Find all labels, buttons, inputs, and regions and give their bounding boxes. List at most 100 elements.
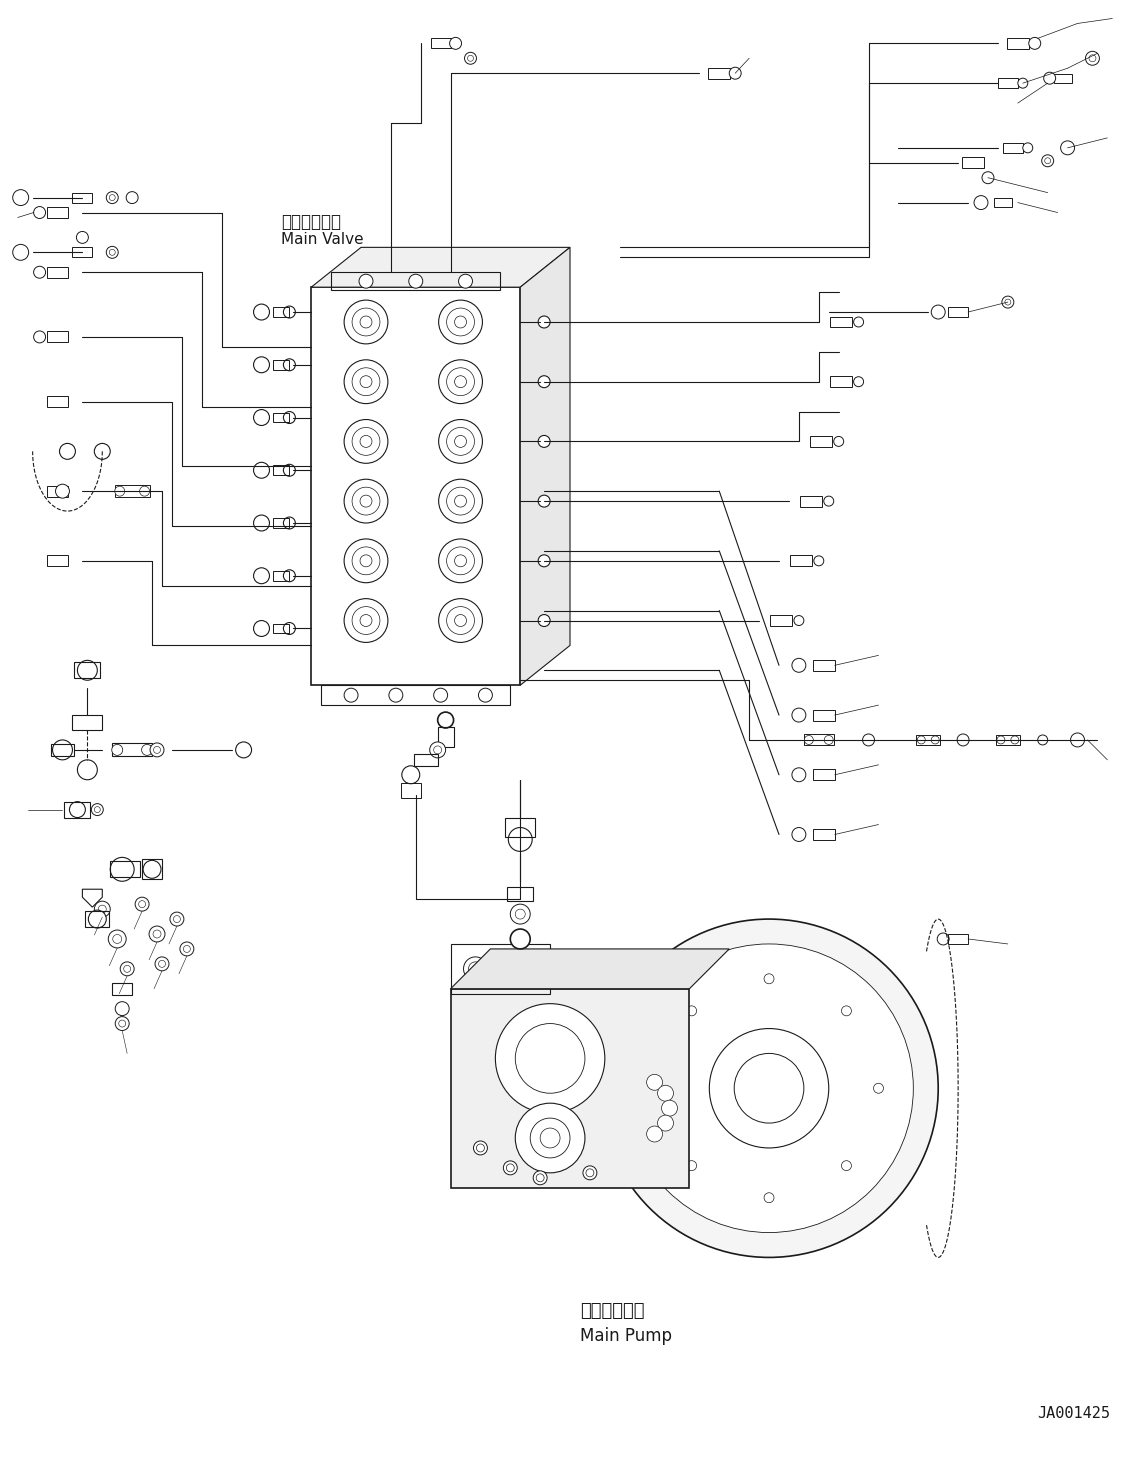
Circle shape: [95, 444, 110, 460]
Circle shape: [538, 435, 550, 448]
Circle shape: [515, 909, 526, 919]
Circle shape: [510, 929, 530, 948]
Bar: [770, 616, 792, 626]
Circle shape: [143, 861, 161, 878]
Circle shape: [449, 38, 462, 50]
Polygon shape: [450, 948, 729, 989]
Circle shape: [174, 916, 181, 922]
Circle shape: [538, 317, 550, 328]
Circle shape: [467, 55, 473, 61]
Bar: [50, 744, 74, 756]
Circle shape: [352, 427, 379, 455]
Bar: [507, 887, 533, 902]
Circle shape: [997, 735, 1005, 744]
Circle shape: [433, 689, 448, 702]
Circle shape: [149, 926, 165, 943]
Circle shape: [503, 957, 527, 980]
Circle shape: [1071, 732, 1085, 747]
Bar: [273, 518, 289, 528]
Circle shape: [153, 747, 160, 753]
Circle shape: [1017, 79, 1028, 88]
Bar: [994, 198, 1012, 207]
Circle shape: [530, 1118, 570, 1158]
Circle shape: [687, 1005, 696, 1015]
Bar: [321, 686, 510, 705]
Circle shape: [110, 858, 134, 881]
Circle shape: [455, 554, 466, 566]
Bar: [273, 306, 289, 317]
Circle shape: [510, 905, 530, 924]
Bar: [813, 829, 834, 840]
Circle shape: [283, 623, 295, 635]
Circle shape: [344, 420, 387, 464]
Circle shape: [982, 172, 994, 184]
Circle shape: [957, 734, 969, 746]
Circle shape: [114, 486, 125, 496]
Circle shape: [344, 538, 387, 582]
Bar: [949, 306, 968, 317]
Bar: [830, 317, 852, 327]
Circle shape: [932, 305, 945, 320]
Circle shape: [183, 945, 191, 953]
Circle shape: [254, 568, 270, 584]
Circle shape: [115, 1002, 129, 1015]
Circle shape: [932, 735, 940, 744]
Circle shape: [734, 1053, 804, 1123]
Circle shape: [142, 744, 152, 756]
Circle shape: [439, 479, 482, 522]
Circle shape: [409, 274, 423, 289]
Circle shape: [344, 360, 387, 404]
Circle shape: [841, 1005, 852, 1015]
Circle shape: [447, 487, 474, 515]
Bar: [74, 662, 101, 678]
Circle shape: [515, 1103, 585, 1173]
Circle shape: [439, 360, 482, 404]
Bar: [414, 754, 438, 766]
Circle shape: [126, 191, 138, 204]
Bar: [438, 727, 454, 747]
Circle shape: [824, 735, 833, 744]
Circle shape: [1061, 142, 1074, 155]
Circle shape: [655, 1083, 664, 1093]
Circle shape: [447, 607, 474, 635]
Circle shape: [352, 607, 379, 635]
Bar: [331, 273, 501, 290]
Circle shape: [662, 1100, 678, 1116]
Circle shape: [687, 1161, 696, 1170]
Circle shape: [536, 1174, 544, 1182]
Circle shape: [447, 368, 474, 395]
Circle shape: [360, 614, 371, 626]
Circle shape: [792, 658, 806, 673]
Bar: [86, 910, 110, 926]
Circle shape: [583, 1166, 597, 1180]
Circle shape: [254, 515, 270, 531]
Bar: [1054, 74, 1071, 83]
Circle shape: [1002, 296, 1014, 308]
Circle shape: [455, 376, 466, 388]
Circle shape: [469, 961, 482, 976]
Circle shape: [538, 495, 550, 508]
Circle shape: [729, 67, 741, 79]
Circle shape: [503, 1161, 518, 1174]
Circle shape: [254, 620, 270, 636]
Bar: [273, 623, 289, 633]
Bar: [450, 989, 689, 1188]
Bar: [810, 436, 832, 446]
Circle shape: [1089, 55, 1096, 61]
Circle shape: [792, 708, 806, 722]
Circle shape: [283, 359, 295, 371]
Circle shape: [53, 740, 72, 760]
Circle shape: [439, 598, 482, 642]
Circle shape: [254, 410, 270, 426]
Circle shape: [477, 1144, 485, 1153]
Circle shape: [455, 614, 466, 626]
Bar: [273, 570, 289, 581]
Circle shape: [13, 190, 29, 206]
Circle shape: [13, 244, 29, 260]
Circle shape: [389, 689, 402, 702]
Bar: [72, 715, 102, 730]
Bar: [800, 496, 822, 506]
Bar: [110, 861, 141, 877]
Circle shape: [159, 960, 166, 967]
Bar: [431, 38, 450, 48]
